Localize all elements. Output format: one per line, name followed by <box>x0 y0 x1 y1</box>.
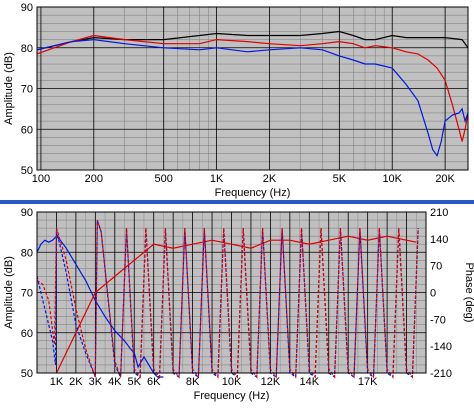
y-right-tick-label: 210 <box>430 207 448 219</box>
x-tick-label: 1K <box>210 173 224 185</box>
y-tick-label: 60 <box>21 328 33 340</box>
x-tick-label: 20K <box>435 173 455 185</box>
x-tick-label: 10K <box>222 376 242 388</box>
x-axis-label: Frequency (Hz) <box>194 390 270 402</box>
y-tick-label: 90 <box>21 207 33 219</box>
y-tick-label: 60 <box>21 124 33 136</box>
blue-solid-series-line <box>36 38 469 158</box>
red-solid-series-line <box>36 34 469 142</box>
x-tick-label: 2K <box>69 376 83 388</box>
blue-solid-series-line <box>36 235 164 378</box>
y-axis-label: Amplitude (dB) <box>3 256 15 329</box>
x-tick-label: 17K <box>358 376 378 388</box>
x-tick-label: 4K <box>108 376 122 388</box>
panel-divider <box>0 200 474 204</box>
y-right-tick-label: -70 <box>430 314 446 326</box>
y-right-tick-label: 70 <box>430 261 442 273</box>
y-tick-label: 70 <box>21 288 33 300</box>
y-right-axis-label: Phase (deg) <box>463 263 474 323</box>
x-tick-label: 12K <box>261 376 281 388</box>
amplitude-phase-chart-panel: 50 60 70 80 90 1K 2K 3K 4K 5K 6K 8K 10K 12K 14K 17K Freq… <box>0 204 474 405</box>
y-right-tick-label: 140 <box>430 234 448 246</box>
x-tick-label: 6K <box>147 376 161 388</box>
amplitude-log-chart: 50 60 70 80 90 100 200 500 1K 2K 5K 10K 20K Frequency… <box>3 2 469 199</box>
amplitude-chart-panel: 50 60 70 80 90 100 200 500 1K 2K 5K 10K 20K Frequency… <box>0 0 474 200</box>
red-dashed-series-line <box>36 219 419 379</box>
x-tick-label: 100 <box>32 173 50 185</box>
y-tick-label: 90 <box>21 2 33 14</box>
y-tick-label: 70 <box>21 84 33 96</box>
x-tick-label: 5K <box>333 173 347 185</box>
plot-frame <box>36 211 427 374</box>
red-solid-series-line <box>55 235 417 374</box>
y-right-tick-label: -140 <box>430 341 452 353</box>
y-tick-label: 50 <box>21 165 33 177</box>
x-axis-label: Frequency (Hz) <box>215 187 291 199</box>
y-axis-label: Amplitude (dB) <box>3 52 15 125</box>
x-tick-label: 8K <box>186 376 200 388</box>
y-right-tick-label: 0 <box>430 288 436 300</box>
x-tick-label: 5K <box>128 376 142 388</box>
x-tick-label: 2K <box>263 173 277 185</box>
x-tick-label: 14K <box>300 376 320 388</box>
x-tick-label: 200 <box>85 173 103 185</box>
y-tick-label: 80 <box>21 247 33 259</box>
x-tick-label: 10K <box>382 173 402 185</box>
y-right-tick-label: -210 <box>430 368 452 380</box>
y-tick-label: 80 <box>21 43 33 55</box>
plot-frame <box>36 6 469 171</box>
x-tick-label: 500 <box>155 173 173 185</box>
x-tick-label: 1K <box>50 376 64 388</box>
x-tick-label: 3K <box>89 376 103 388</box>
black-solid-series-line <box>36 30 469 51</box>
y-tick-label: 50 <box>21 368 33 380</box>
blue-dashed-series-line <box>36 219 419 379</box>
amplitude-phase-linear-chart: 50 60 70 80 90 1K 2K 3K 4K 5K 6K 8K 10K 12K 14K 17K Freq… <box>3 207 474 402</box>
